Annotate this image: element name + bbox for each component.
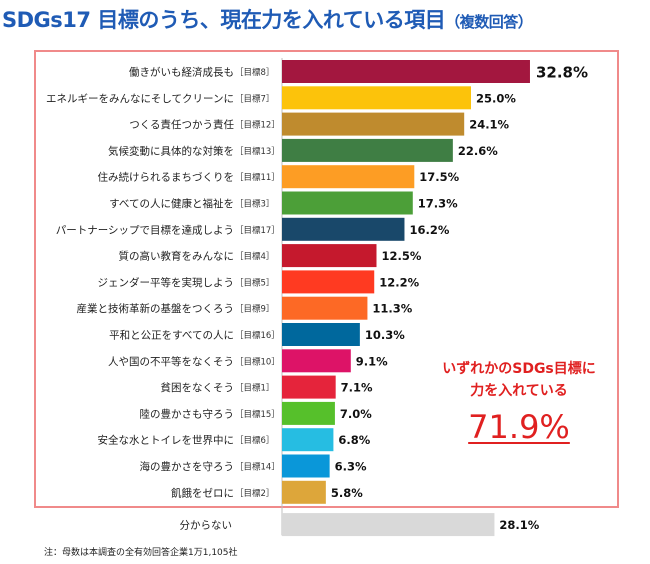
category-label: 貧困をなくそう [161,381,235,394]
category-label: 質の高い教育をみんなに [119,250,235,263]
bar [282,191,413,215]
goal-tag: ［目標10］ [235,356,280,367]
bar-chart: 働きがいも経済成長も ［目標8］ 32.8%エネルギーをみんなにそしてクリーンに ［目… [46,58,588,537]
goal-tag: ［目標5］ [235,277,274,288]
chart-title: SDGs17 目標のうち、現在力を入れている項目（複数回答） [2,4,533,34]
callout-value: 71.9% [468,408,570,446]
goal-tag: ［目標4］ [235,251,274,262]
bar [282,112,465,136]
bar [282,270,375,294]
category-label: 産業と技術革新の基盤をつくろう [77,302,235,315]
bar [282,401,335,425]
bar [282,296,368,320]
bar [282,165,415,189]
category-label: 陸の豊かさも守ろう [140,407,235,420]
goal-tag: ［目標6］ [235,435,274,446]
value-label: 16.2% [409,223,449,237]
goal-tag: ［目標15］ [235,409,280,420]
bar [282,60,530,83]
bar [282,454,330,478]
highlight-frame [34,50,619,508]
category-label: 住み続けられるまちづくりを [98,171,235,184]
goal-tag: ［目標9］ [235,304,274,315]
goal-tag: ［目標2］ [235,488,274,499]
value-label: 7.1% [341,381,373,395]
bar [282,349,351,373]
bar [282,244,377,268]
value-label: 17.3% [418,197,458,211]
value-label: 6.8% [338,433,370,447]
callout-line1: いずれかのSDGs目標に [442,361,596,377]
value-label: 5.8% [331,486,363,500]
category-label: 分からない [180,520,233,532]
category-label: 人や国の不平等をなくそう [108,355,234,368]
category-label: すべての人に健康と福祉を [109,197,234,210]
chart-title-main: SDGs17 目標のうち、現在力を入れている項目 [2,8,446,32]
footnote: 注：母数は本調査の全有効回答企業1万1,105社 [44,548,238,558]
category-label: エネルギーをみんなにそしてクリーンに [46,93,234,105]
goal-tag: ［目標17］ [235,225,280,236]
category-label: 気候変動に具体的な対策を [108,144,234,157]
category-label: パートナーシップで目標を達成しよう [56,223,234,236]
value-label: 10.3% [365,328,405,342]
value-label: 22.6% [458,144,498,158]
category-label: 海の豊かさを守ろう [140,460,235,473]
goal-tag: ［目標12］ [235,120,280,131]
category-label: 働きがいも経済成長も [129,66,234,79]
value-label: 25.0% [476,91,516,105]
category-label: 平和と公正をすべての人に [109,330,234,342]
goal-tag: ［目標11］ [235,172,280,183]
value-label: 17.5% [419,170,459,184]
value-label: 11.3% [372,302,412,316]
summary-callout: いずれかのSDGs目標に 力を入れている 71.9% [420,358,618,446]
bar [282,480,326,504]
goal-tag: ［目標16］ [235,330,280,341]
goal-tag: ［目標14］ [235,462,280,473]
bar [282,217,405,241]
goal-tag: ［目標8］ [235,67,274,78]
value-label: 32.8% [536,64,588,82]
goal-tag: ［目標3］ [235,199,274,210]
chart-title-sub: （複数回答） [445,13,533,31]
category-label: 安全な水とトイレを世界中に [98,434,235,447]
category-label: つくる責任つかう責任 [129,118,234,131]
category-label: ジェンダー平等を実現しよう [98,276,235,289]
bar [282,86,471,110]
value-label: 28.1% [499,518,539,532]
callout-line2: 力を入れている [470,383,568,399]
bar [282,323,360,346]
bar [282,428,334,452]
bar [282,138,453,162]
value-label: 12.2% [379,275,419,289]
category-label: 飢餓をゼロに [171,486,234,499]
goal-tag: ［目標7］ [235,93,274,104]
value-label: 9.1% [356,354,388,368]
goal-tag: ［目標13］ [235,146,280,157]
value-label: 24.1% [469,118,509,132]
bar [282,513,495,537]
goal-tag: ［目標1］ [235,383,274,394]
bar [282,375,336,399]
value-label: 6.3% [335,460,367,474]
value-label: 7.0% [340,407,372,421]
value-label: 12.5% [382,249,422,263]
